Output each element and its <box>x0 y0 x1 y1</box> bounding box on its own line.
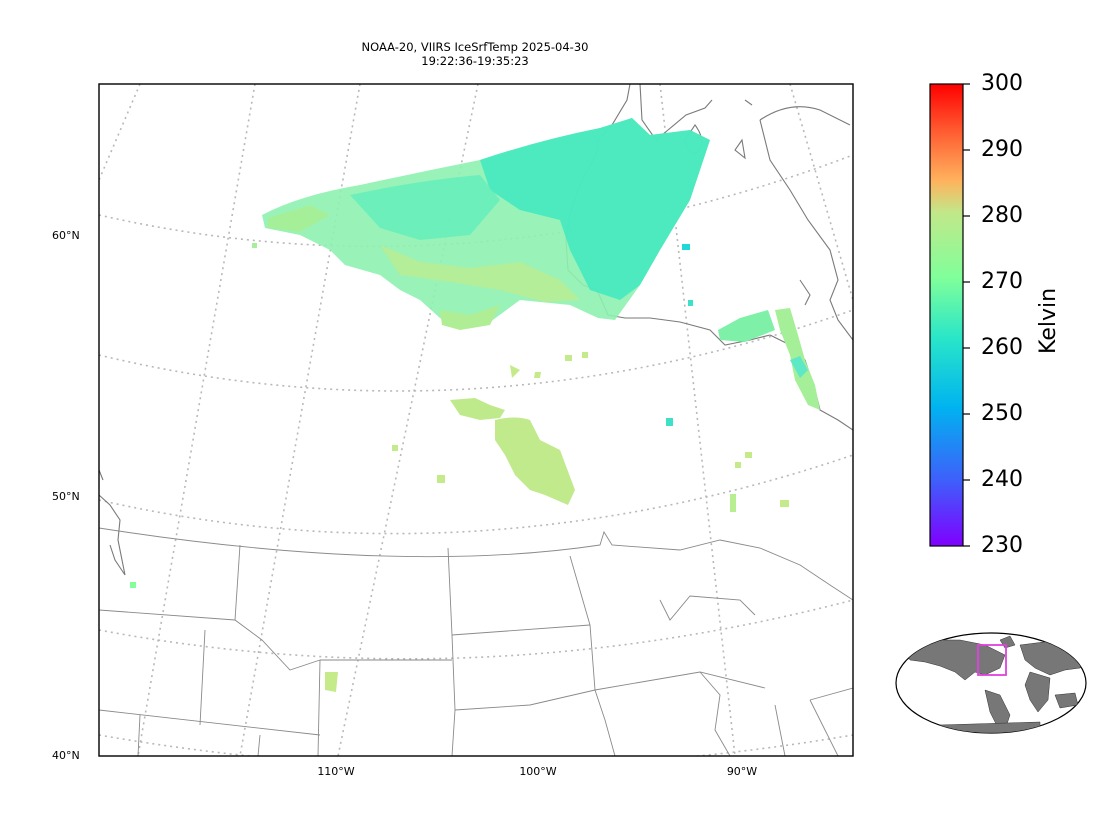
colorbar-tick-270: 270 <box>981 269 1023 294</box>
colorbar-gradient <box>929 83 964 547</box>
lon-label-100w: 100°W <box>519 765 557 778</box>
political-borders <box>99 527 853 756</box>
map-title: NOAA-20, VIIRS IceSrfTemp 2025-04-30 19:… <box>225 40 725 68</box>
colorbar-tick-240: 240 <box>981 467 1023 492</box>
inset-highlight-box <box>977 644 1007 676</box>
colorbar-tick-280: 280 <box>981 203 1023 228</box>
colorbar-tick-250: 250 <box>981 401 1023 426</box>
ice-temperature-data <box>130 118 820 692</box>
world-locator-inset <box>895 632 1087 734</box>
lon-label-110w: 110°W <box>317 765 355 778</box>
lat-label-60: 60°N <box>52 229 80 242</box>
colorbar-label: Kelvin <box>1036 287 1061 354</box>
colorbar-tick-300: 300 <box>981 71 1023 96</box>
map-area <box>99 84 853 756</box>
colorbar <box>929 83 970 547</box>
title-line-2: 19:22:36-19:35:23 <box>421 54 529 68</box>
colorbar-tick-230: 230 <box>981 533 1023 558</box>
title-line-1: NOAA-20, VIIRS IceSrfTemp 2025-04-30 <box>361 40 589 54</box>
colorbar-tick-290: 290 <box>981 137 1023 162</box>
map-frame <box>98 83 854 757</box>
colorbar-ticks <box>963 83 970 547</box>
lat-label-40: 40°N <box>52 749 80 762</box>
lon-label-90w: 90°W <box>726 765 758 778</box>
colorbar-tick-260: 260 <box>981 335 1023 360</box>
lat-label-50: 50°N <box>52 490 80 503</box>
